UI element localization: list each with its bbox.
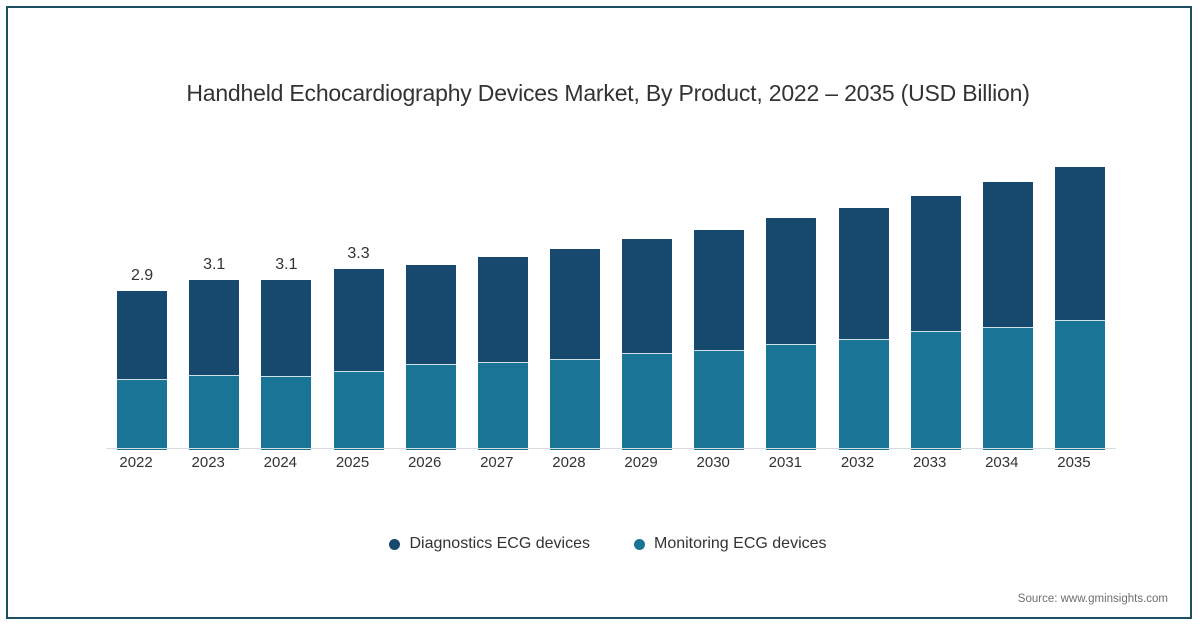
bar-group[interactable]: 2.9 [117,267,168,450]
bar-group[interactable] [838,208,889,450]
x-axis-tick-label: 2030 [696,454,730,471]
bar-group[interactable] [1054,167,1105,450]
bar-group[interactable] [910,196,961,450]
bar-segment-monitoring-ecg-devices[interactable] [766,345,817,450]
x-axis-tick-label: 2025 [335,454,370,471]
chart-title: Handheld Echocardiography Devices Market… [186,80,1030,106]
bar-segment-diagnostics-ecg-devices[interactable] [766,218,817,345]
bar-segment-diagnostics-ecg-devices[interactable] [189,280,240,376]
bar-segment-diagnostics-ecg-devices[interactable] [838,208,889,340]
x-axis-tick-label: 2022 [119,454,153,471]
bar-segment-diagnostics-ecg-devices[interactable] [1054,167,1105,321]
bar-group[interactable]: 3.1 [189,256,240,450]
source-attribution: Source: www.gminsights.com [1017,593,1168,605]
bar-segment-diagnostics-ecg-devices[interactable] [405,265,456,365]
x-axis-tick-label: 2035 [1057,454,1091,471]
bar-segment-monitoring-ecg-devices[interactable] [333,372,384,450]
bar-segment-monitoring-ecg-devices[interactable] [622,354,673,450]
bar-segment-diagnostics-ecg-devices[interactable] [477,257,528,363]
bar-value-label: 3.1 [275,256,298,273]
bar-segment-diagnostics-ecg-devices[interactable] [333,269,384,372]
bar-segment-monitoring-ecg-devices[interactable] [477,363,528,450]
x-axis-tick-label: 2033 [912,454,947,471]
x-axis-tick-label: 2034 [985,454,1019,471]
x-axis-tick-label: 2032 [840,454,875,471]
bar-segment-diagnostics-ecg-devices[interactable] [910,196,961,332]
legend-label: Monitoring ECG devices [654,535,827,552]
bar-group[interactable] [766,218,817,450]
bar-group[interactable] [405,265,456,450]
plot-area: 2.9 3.1 3.1 3.3 [106,138,1116,450]
bar-segment-monitoring-ecg-devices[interactable] [982,328,1033,450]
bar-value-label: 3.3 [347,245,370,262]
x-axis-tick-label: 2026 [407,454,442,471]
bar-segment-monitoring-ecg-devices[interactable] [405,365,456,450]
bar-value-label: 3.1 [203,256,226,273]
bar-segment-monitoring-ecg-devices[interactable] [549,360,600,450]
bar-segment-monitoring-ecg-devices[interactable] [910,332,961,450]
x-axis-tick-label: 2029 [624,454,658,471]
bar-value-label: 2.9 [130,267,154,284]
bar-segment-diagnostics-ecg-devices[interactable] [694,230,745,351]
x-axis-tick-label: 2028 [552,454,586,471]
legend-label: Diagnostics ECG devices [409,535,590,552]
bar-segment-diagnostics-ecg-devices[interactable] [117,291,168,380]
x-axis-tick-label: 2027 [480,454,514,471]
bar-segment-monitoring-ecg-devices[interactable] [189,376,240,450]
bar-group[interactable] [477,257,528,450]
bar-group[interactable] [694,230,745,450]
x-axis-line [106,448,1116,449]
bar-group[interactable]: 3.1 [261,256,312,450]
chart-frame: Handheld Echocardiography Devices Market… [6,6,1192,619]
chart-legend: Diagnostics ECG devices Monitoring ECG d… [8,535,1200,553]
bar-segment-diagnostics-ecg-devices[interactable] [622,239,673,354]
bar-group[interactable]: 3.3 [333,245,384,450]
legend-swatch-icon [634,538,645,550]
x-axis-tick-label: 2023 [191,454,225,471]
bar-segment-monitoring-ecg-devices[interactable] [1054,321,1105,450]
bar-segment-monitoring-ecg-devices[interactable] [261,377,312,450]
bar-group[interactable] [549,249,600,450]
bar-group[interactable] [622,239,673,450]
legend-swatch-icon [389,538,401,550]
bar-segment-monitoring-ecg-devices[interactable] [117,380,168,450]
bar-segment-monitoring-ecg-devices[interactable] [694,351,745,450]
bar-segment-monitoring-ecg-devices[interactable] [838,340,889,450]
x-axis-tick-label: 2031 [768,454,803,471]
bar-group[interactable] [982,182,1033,450]
bar-segment-diagnostics-ecg-devices[interactable] [982,182,1033,328]
x-axis-tick-label: 2024 [263,454,298,471]
bar-segment-diagnostics-ecg-devices[interactable] [261,280,312,377]
legend-item-diagnostics-ecg-devices[interactable]: Diagnostics ECG devices [389,535,590,553]
legend-item-monitoring-ecg-devices[interactable]: Monitoring ECG devices [634,535,827,553]
bar-segment-diagnostics-ecg-devices[interactable] [549,249,600,360]
